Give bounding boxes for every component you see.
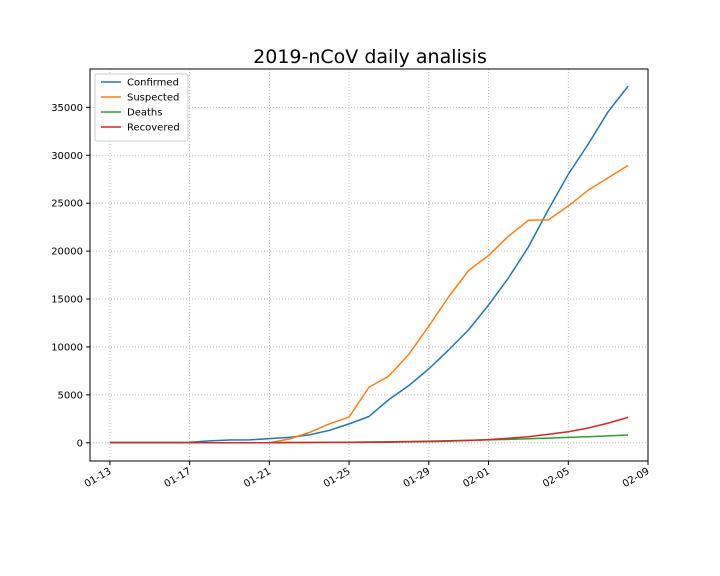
y-axis: 0 5000 10000 15000 20000 25000 30000 35000 (51, 103, 90, 449)
chart-title: 2019-nCoV daily analisis (253, 46, 487, 68)
series-line-recovered (109, 416, 629, 444)
series-line-confirmed (109, 85, 629, 444)
legend-label-confirmed: Confirmed (127, 78, 179, 89)
y-tick-label: 5000 (58, 390, 83, 401)
series-lines (109, 85, 629, 444)
y-tick-label: 35000 (51, 103, 83, 114)
plot-frame (89, 68, 649, 462)
y-tick-label: 20000 (51, 247, 83, 258)
y-tick-label: 15000 (51, 295, 83, 306)
y-tick-label: 30000 (51, 151, 83, 162)
legend-box (94, 73, 189, 142)
y-tick-label: 10000 (51, 342, 83, 353)
legend-label-recovered: Recovered (127, 123, 180, 134)
legend: Confirmed Suspected Deaths Recovered (94, 73, 189, 142)
y-tick-label: 25000 (51, 199, 83, 210)
y-tick-label: 0 (77, 438, 83, 449)
legend-label-suspected: Suspected (127, 93, 179, 104)
legend-label-deaths: Deaths (127, 108, 162, 119)
